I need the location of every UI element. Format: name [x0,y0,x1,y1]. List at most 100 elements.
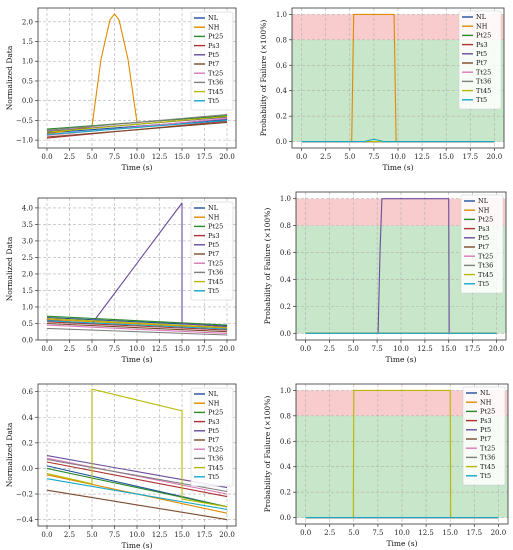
y-axis-label: Probability of Failure (×100%) [263,396,272,513]
y-tick-label: 1.0 [22,58,33,66]
y-tick-label: 3.5 [22,221,33,229]
x-tick-label: 5.0 [344,153,355,161]
legend-entry: Pt25 [208,409,223,417]
chart-panel-1: 0.0 2.5 5.0 7.5 10.0 12.5 15.0 17.5 20.0 −1.0 −0.5… [5,7,237,172]
legend-entry: NH [478,206,490,214]
legend-entry: Pt7 [480,435,491,443]
x-tick-label: 0.0 [296,153,307,161]
legend-entry: NH [208,213,220,221]
legend-entry: Ps3 [208,42,220,50]
chart-panel-5: 0.0 2.5 5.0 7.5 10.0 12.5 15.0 17.5 20.0 −0.4 −0.2… [5,383,237,550]
x-tick-label: 2.5 [64,531,75,539]
legend-entry: Tt5 [208,473,219,481]
series-line-nl [46,119,228,134]
legend-entry: Tt25 [478,252,493,260]
x-tick-label: 15.0 [442,529,458,537]
legend-entry: Pt5 [208,51,219,59]
legend-entry: Tt36 [478,262,493,270]
x-tick-label: 5.0 [86,345,97,353]
legend-entry: Tt25 [208,445,223,453]
series-line-tt36 [46,327,228,336]
y-tick-label: 0.2 [280,489,291,497]
legend-entry: Pt5 [478,234,489,242]
legend-entry: Pt5 [208,241,219,249]
x-tick-label: 20.0 [219,345,235,353]
legend-entry: Tt25 [208,69,223,77]
y-tick-label: 0.6 [280,438,292,446]
legend-entry: NL [478,197,489,205]
series-line-tt25 [46,457,228,495]
series-line-pt7 [46,322,228,333]
y-tick-label: 0.8 [280,412,291,420]
legend-entry: Tt36 [208,269,223,277]
legend-entry: Tt45 [480,463,495,471]
x-tick-label: 7.5 [109,345,120,353]
y-tick-label: 3.0 [22,237,33,245]
y-tick-label: 0.2 [280,303,291,311]
y-tick-label: −0.2 [16,491,33,499]
x-tick-label: 17.5 [465,345,481,353]
legend-entry: Ps3 [480,417,492,425]
legend-entry: Tt5 [208,287,219,295]
x-tick-label: 7.5 [368,153,379,161]
legend-entry: Ps3 [208,232,220,240]
legend-entry: NH [208,23,220,31]
x-tick-label: 5.0 [348,529,359,537]
x-tick-label: 20.0 [491,529,507,537]
legend-entry: Ps3 [476,41,488,49]
x-tick-label: 17.5 [466,529,482,537]
legend-entry: Tt36 [476,78,491,86]
series-line-nh [46,13,228,135]
x-tick-label: 10.0 [129,345,145,353]
x-axis-label: Time (s) [382,163,413,172]
legend-entry: Tt25 [208,259,223,267]
y-tick-label: 0.0 [22,465,33,473]
y-tick-label: 1.5 [22,287,33,295]
x-tick-label: 12.5 [152,153,168,161]
legend-entry: Tt25 [480,444,495,452]
x-axis-label: Time (s) [121,163,152,172]
y-tick-label: 0.4 [276,87,288,95]
y-tick-label: 1.0 [280,195,291,203]
legend-entry: Pt25 [208,33,223,41]
legend-entry: Tt25 [476,68,491,76]
x-tick-label: 2.5 [324,345,335,353]
x-tick-label: 10.0 [393,345,409,353]
x-tick-label: 5.0 [348,345,359,353]
x-tick-label: 15.0 [441,345,457,353]
legend-entry: Tt5 [478,280,489,288]
series-line-tt45 [46,115,228,133]
x-tick-label: 17.5 [462,153,478,161]
legend-entry: NL [208,204,219,212]
y-axis-label: Probability of Failure (×100%) [259,20,268,137]
y-tick-label: 0.6 [276,62,288,70]
y-tick-label: 0.0 [280,514,291,522]
x-tick-label: 20.0 [487,153,503,161]
x-tick-label: 7.5 [109,531,120,539]
x-tick-label: 7.5 [372,345,383,353]
x-tick-label: 20.0 [219,531,235,539]
legend-entry: Tt45 [476,87,491,95]
series-line-tt5 [46,119,228,136]
chart-panel-3: 0.0 2.5 5.0 7.5 10.0 12.5 15.0 17.5 20.0 0.0 0.5 1.… [5,197,237,364]
x-axis-label: Time (s) [121,355,152,364]
y-tick-label: −0.5 [16,117,33,125]
legend-entry: Tt45 [478,271,493,279]
y-tick-label: 0.6 [280,249,292,257]
y-tick-label: −1.0 [16,137,33,145]
x-tick-label: 2.5 [64,345,75,353]
series-line-tt5 [46,478,228,510]
legend-entry: Pt25 [478,216,493,224]
x-tick-label: 2.5 [324,529,335,537]
x-tick-label: 0.0 [300,345,311,353]
x-tick-label: 12.5 [417,345,433,353]
legend-entry: Tt36 [208,455,223,463]
series-line-tt36 [46,113,228,131]
x-tick-label: 12.5 [414,153,430,161]
